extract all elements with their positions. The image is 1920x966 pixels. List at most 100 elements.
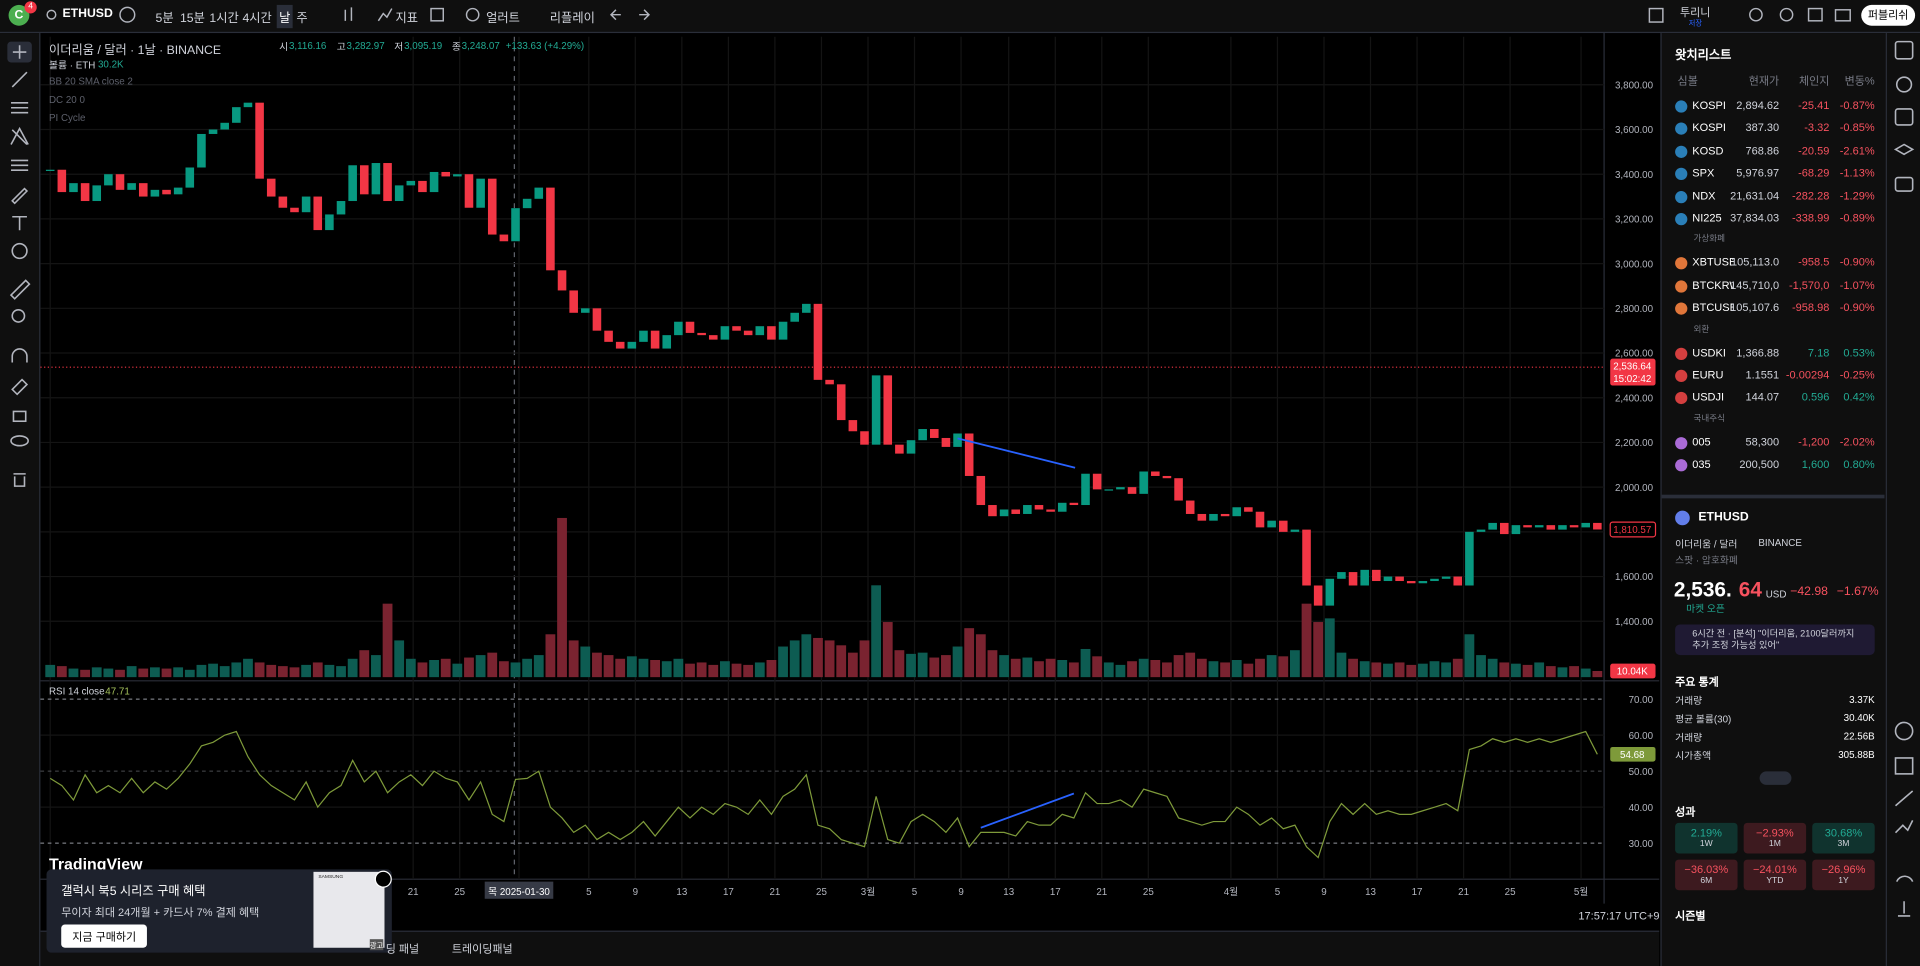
news-box[interactable]: 6시간 전 · [분석] "이더리움, 2100달러까지 추가 조정 가능성 있…: [1675, 624, 1875, 656]
watchlist-symbol[interactable]: USDJI: [1692, 391, 1725, 404]
quick-search-icon[interactable]: [1749, 7, 1763, 22]
tool-icon[interactable]: [11, 187, 29, 205]
ad-button[interactable]: 지금 구매하기: [61, 924, 148, 948]
side-icon[interactable]: [1894, 176, 1914, 192]
watchlist-symbol[interactable]: KOSD: [1692, 144, 1724, 157]
candle: [1476, 529, 1486, 532]
tool-icon[interactable]: [10, 126, 29, 146]
watchlist-symbol[interactable]: BTCKRW: [1692, 278, 1734, 292]
templates-icon[interactable]: [430, 7, 445, 22]
add-symbol-icon[interactable]: [119, 6, 136, 23]
volume-bar: [626, 656, 637, 678]
rsi-tick-label: 60.00: [1629, 731, 1654, 742]
interval-button[interactable]: 15분: [180, 12, 205, 26]
alert-button[interactable]: 얼러트: [486, 12, 520, 26]
interval-button[interactable]: 주: [296, 12, 308, 26]
volume-label: 볼륨 · ETH: [48, 60, 96, 72]
fullscreen-icon[interactable]: [1807, 7, 1823, 22]
undo-icon[interactable]: [609, 9, 621, 21]
indicators-button[interactable]: 지표: [395, 12, 419, 26]
y-tick-label: 1,600.00: [1615, 572, 1654, 583]
settings-icon[interactable]: [1779, 7, 1794, 22]
side-icon[interactable]: [1895, 76, 1913, 93]
symbol-icon: [1675, 302, 1688, 315]
side-icon[interactable]: [1897, 901, 1911, 917]
side-icon[interactable]: [1895, 875, 1914, 883]
volume-bar: [173, 667, 184, 678]
watchlist-symbol[interactable]: KOSPI: [1692, 99, 1726, 112]
volume-bar: [1103, 662, 1114, 678]
bottom-tab[interactable]: 딩 패널: [385, 942, 420, 956]
publish-button[interactable]: 퍼블리쉬: [1861, 4, 1916, 26]
tool-icon[interactable]: [11, 242, 28, 260]
watchlist-symbol[interactable]: NI225: [1692, 211, 1722, 225]
watchlist-symbol[interactable]: KOSPI: [1692, 121, 1726, 134]
side-icon[interactable]: [1893, 143, 1915, 156]
interval-button[interactable]: 1시간: [209, 12, 239, 26]
side-icon[interactable]: [1894, 40, 1914, 60]
avatar[interactable]: C: [8, 4, 30, 26]
interval-button[interactable]: 날: [276, 4, 293, 29]
candle: [1209, 513, 1218, 521]
ad-close[interactable]: [374, 870, 392, 888]
indicator-icon[interactable]: [377, 8, 393, 22]
side-icon[interactable]: [1894, 790, 1914, 834]
watchlist-symbol[interactable]: EURU: [1692, 368, 1724, 381]
tool-icon[interactable]: [12, 410, 27, 423]
volume-bar: [754, 662, 765, 678]
tool-icon[interactable]: [9, 279, 31, 300]
season-title: 시즌별: [1675, 909, 1706, 923]
layout-name[interactable]: 투리니: [1680, 6, 1711, 19]
expand-button[interactable]: [1759, 771, 1792, 785]
tool-icon[interactable]: [10, 435, 29, 447]
last-price-box: [1610, 358, 1656, 386]
tool-icon[interactable]: [12, 215, 27, 231]
side-icon[interactable]: [1894, 108, 1914, 126]
watchlist-symbol[interactable]: 035: [1692, 458, 1711, 471]
tool-icon[interactable]: [11, 71, 28, 88]
x-tick-label: 17: [1412, 887, 1423, 898]
layout-icon[interactable]: [1648, 7, 1664, 23]
symbol-icon: [1675, 145, 1688, 158]
volume-bar: [1010, 658, 1021, 678]
watchlist-symbol[interactable]: 005: [1692, 435, 1711, 448]
alert-icon[interactable]: [465, 7, 480, 22]
tool-icon[interactable]: [12, 45, 27, 59]
interval-button[interactable]: 5분: [155, 12, 174, 26]
column-header: 심볼: [1677, 74, 1698, 87]
volume-bar: [557, 517, 567, 678]
volume-bar: [882, 622, 893, 678]
detail-price: 2,536.: [1673, 577, 1732, 602]
right-icons: [1893, 40, 1915, 917]
tool-icon[interactable]: [11, 309, 26, 323]
search-icon[interactable]: [46, 9, 57, 20]
tool-icon[interactable]: [13, 473, 26, 487]
tool-icon[interactable]: [11, 348, 28, 363]
rsi-tick-label: 40.00: [1629, 803, 1654, 814]
watchlist-symbol[interactable]: SPX: [1692, 166, 1715, 180]
y-tick-label: 3,600.00: [1615, 125, 1654, 136]
symbol-search[interactable]: ETHUSD: [62, 7, 113, 21]
snapshot-icon[interactable]: [1834, 9, 1851, 22]
top-icons: [46, 6, 1851, 23]
interval-button[interactable]: 4시간: [242, 12, 272, 26]
watchlist-change: 7.18: [1807, 346, 1830, 359]
bottom-tab[interactable]: 트레이딩패널: [451, 942, 513, 956]
tool-icon[interactable]: [11, 102, 29, 114]
watchlist-symbol[interactable]: XBTUSE: [1692, 256, 1734, 269]
tool-icon[interactable]: [11, 378, 29, 396]
watchlist-symbol[interactable]: BTCUSE: [1692, 301, 1734, 314]
watchlist-title[interactable]: 왓치리스트: [1675, 48, 1732, 63]
watchlist-symbol[interactable]: NDX: [1692, 189, 1716, 202]
watchlist-symbol[interactable]: USDKI: [1692, 346, 1726, 359]
side-icon[interactable]: [1894, 757, 1914, 775]
right-panel: [1660, 33, 1886, 966]
side-icon[interactable]: [1894, 721, 1914, 741]
volume-bar: [336, 666, 346, 678]
chart-type-icon[interactable]: [344, 7, 353, 21]
redo-icon[interactable]: [639, 9, 651, 21]
x-tick-label: 25: [1505, 887, 1516, 898]
tool-icon[interactable]: [11, 159, 29, 172]
replay-button[interactable]: 리플레이: [549, 12, 595, 26]
volume-bar: [533, 655, 544, 678]
